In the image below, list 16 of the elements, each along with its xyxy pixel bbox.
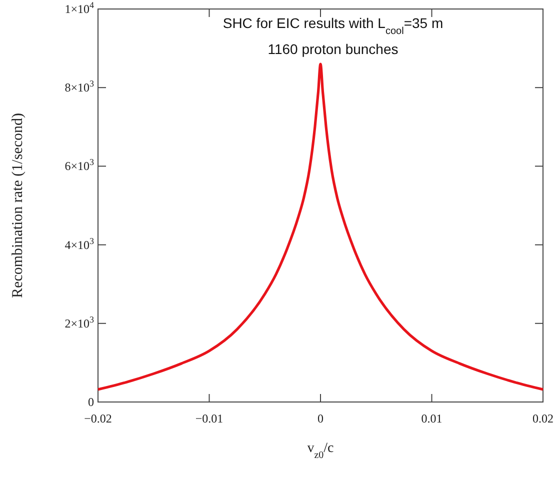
x-tick-label: 0.02 — [532, 412, 554, 426]
y-tick-label: 0 — [88, 395, 94, 409]
y-axis-title: Recombination rate (1/second) — [10, 113, 26, 298]
x-tick-label: −0.02 — [84, 412, 112, 426]
y-tick-label: 1×10$^{4}$ — [64, 0, 94, 16]
text: SHC for EIC results with L$_{cool}$=35 m — [222, 15, 444, 36]
y-tick-label: 6×10$^{3}$ — [64, 157, 94, 174]
x-tick-label: −0.01 — [195, 412, 224, 426]
y-tick-label: 2×10$^{3}$ — [64, 314, 94, 330]
y-tick-label: 8×10$^{3}$ — [64, 78, 94, 95]
y-tick-label: 4×10$^{3}$ — [64, 236, 94, 252]
x-tick-label: 0 — [318, 412, 324, 426]
text: 1160 proton bunches — [268, 41, 398, 57]
x-axis-title: v$_{z0}$/c — [307, 441, 334, 460]
x-tick-label: 0.01 — [421, 412, 442, 426]
line-series — [96, 62, 544, 391]
